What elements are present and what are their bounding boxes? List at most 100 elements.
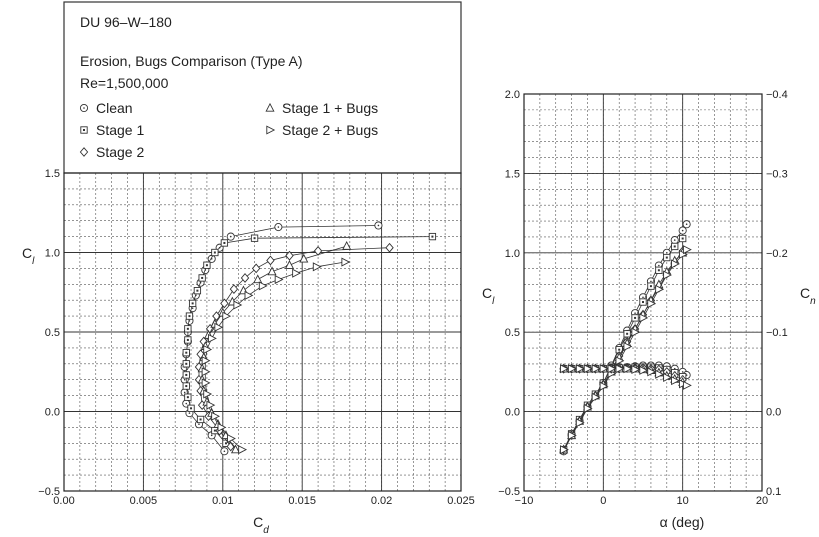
data-point-dot <box>665 256 668 259</box>
data-point-dot <box>185 385 188 388</box>
x-tick-label: 0 <box>600 495 606 507</box>
data-point-dot <box>681 237 684 240</box>
data-point-dot <box>277 226 280 228</box>
data-point <box>655 369 665 379</box>
data-point-dot <box>658 264 660 267</box>
data-point <box>214 322 224 332</box>
y2-tick-label: −0.2 <box>766 248 788 260</box>
cl-cn-alpha-chart: −10 0 10 20 −0.5 0.0 0.5 1.0 1.5 2.0 0.1 0.0 −0.1 −0.… <box>482 89 816 530</box>
data-point-dot <box>185 373 188 376</box>
data-point <box>631 364 641 375</box>
data-point-dot <box>183 391 186 394</box>
data-point <box>203 389 213 399</box>
series-stage-2-bugs <box>201 257 351 455</box>
data-point <box>385 242 394 253</box>
y-tick-label: 1.5 <box>45 168 60 180</box>
legend-label: Stage 1 + Bugs <box>282 100 378 116</box>
series-line <box>198 247 390 447</box>
legend-marker <box>79 147 89 157</box>
data-point <box>623 341 633 352</box>
data-point-dot <box>673 245 676 248</box>
data-point-dot <box>191 302 194 305</box>
data-point-dot <box>634 312 636 314</box>
data-point <box>274 274 284 285</box>
legend-marker <box>265 102 275 112</box>
x-tick-label: 20 <box>756 495 768 507</box>
data-point-dot <box>431 235 434 238</box>
data-point <box>639 313 649 323</box>
data-point-dot <box>186 396 189 399</box>
data-point <box>206 400 216 410</box>
data-point <box>292 268 302 278</box>
data-point <box>267 266 277 276</box>
series-stage-2-bugs <box>560 245 692 455</box>
data-point <box>591 364 601 374</box>
data-point <box>591 392 601 402</box>
data-point <box>599 364 609 374</box>
y-tick-label: 0.5 <box>45 327 60 339</box>
data-point-dot <box>196 289 199 292</box>
y-axis-label-cl: Cl <box>482 285 495 307</box>
data-point-dot <box>642 296 644 299</box>
legend-marker-dot <box>83 107 85 109</box>
data-point <box>631 327 641 337</box>
data-point <box>212 311 221 321</box>
left-plot-area: 0.00 0.005 0.01 0.015 0.02 0.025 −0.5 0.0 0.5 1.0… <box>38 168 474 507</box>
y2-axis-label-cn: Cn <box>800 285 816 307</box>
series-line <box>204 261 346 450</box>
data-point-dot <box>186 338 189 341</box>
x-axis-label-alpha: α (deg) <box>660 514 705 530</box>
reynolds-number: Re=1,500,000 <box>80 75 169 91</box>
data-point-dot <box>224 442 227 445</box>
data-point-dot <box>213 251 216 254</box>
data-point-dot <box>191 307 194 309</box>
data-point-dot <box>205 264 208 267</box>
y-tick-label: −0.5 <box>38 486 60 498</box>
legend-box <box>63 1 462 174</box>
data-point-dot <box>199 418 202 421</box>
data-point-dot <box>188 315 191 318</box>
data-point <box>671 259 680 269</box>
legend-entry-stage-2: Stage 2 <box>79 144 144 160</box>
data-point <box>258 281 268 291</box>
cl-cd-chart: DU 96–W–180 Erosion, Bugs Comparison (Ty… <box>22 1 475 536</box>
x-axis-label: Cd <box>253 514 269 536</box>
data-point <box>238 445 248 455</box>
x-tick-label: 0.015 <box>288 495 316 507</box>
data-point <box>312 262 322 272</box>
data-point <box>226 441 235 452</box>
data-point <box>663 372 672 382</box>
data-point <box>583 403 593 413</box>
data-point-dot <box>642 301 644 304</box>
chart-title: DU 96–W–180 <box>80 14 172 30</box>
y-tick-label: 0.0 <box>505 407 520 419</box>
x-tick-label: 0.01 <box>212 495 233 507</box>
x-tick-label: 0.005 <box>130 495 158 507</box>
y-tick-label: 0.5 <box>505 327 520 339</box>
legend-marker-dot <box>83 129 85 131</box>
data-point <box>682 245 692 255</box>
data-point-dot <box>223 241 226 244</box>
data-point-dot <box>185 362 188 365</box>
data-point <box>266 255 275 266</box>
data-point <box>313 246 323 256</box>
data-point <box>233 300 243 310</box>
series-line <box>563 252 683 450</box>
data-point <box>201 367 211 377</box>
legend-marker <box>266 125 276 135</box>
data-point-dot <box>681 371 684 373</box>
data-point <box>203 344 213 355</box>
data-point <box>240 273 250 283</box>
data-point-dot <box>634 316 637 319</box>
data-point <box>647 299 657 309</box>
y-tick-label: 1.0 <box>45 248 60 260</box>
data-point-dot <box>185 351 188 354</box>
data-point <box>251 263 261 274</box>
data-point-dot <box>253 237 256 240</box>
data-point-dot <box>657 269 660 272</box>
legend: Clean Stage 1 Stage 2 Stage 1 + Bugs Stage 2… <box>79 100 378 160</box>
data-point <box>567 430 577 440</box>
data-point-dot <box>223 450 226 453</box>
data-point <box>253 274 263 284</box>
